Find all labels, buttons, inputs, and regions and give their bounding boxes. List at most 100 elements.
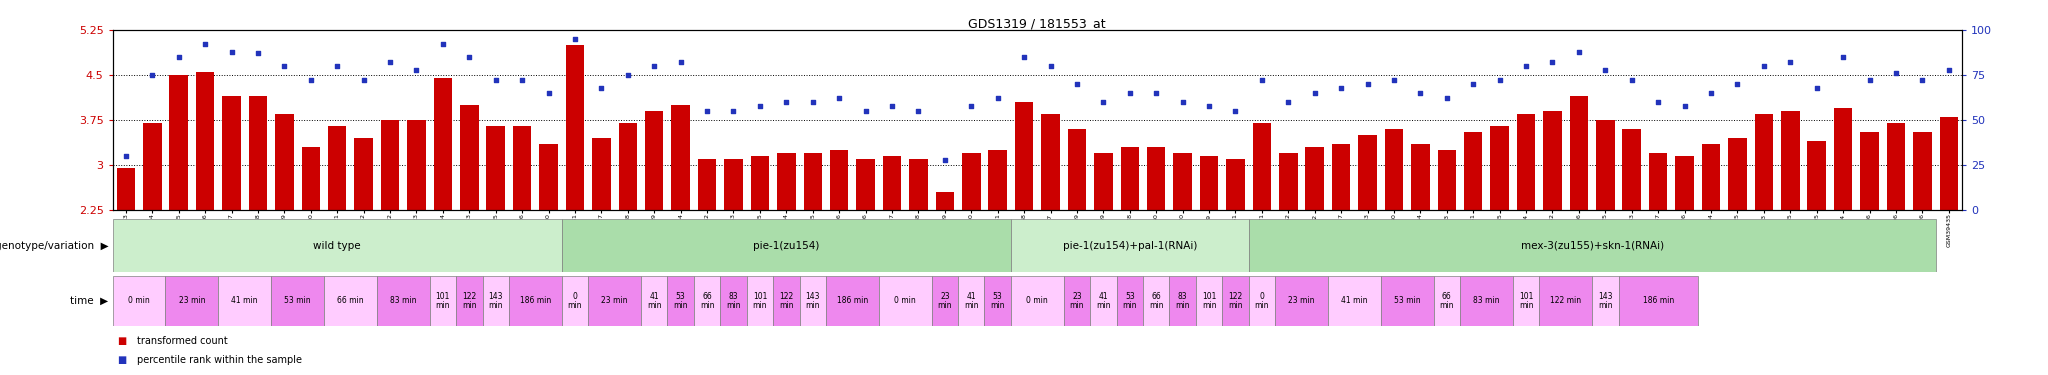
Text: 66 min: 66 min: [338, 296, 365, 305]
Bar: [1434, 276, 1460, 326]
Bar: [1116, 276, 1143, 326]
Point: [322, 63, 354, 69]
Text: 0 min: 0 min: [129, 296, 150, 305]
Bar: [1438, 150, 1456, 210]
Point: [399, 67, 432, 73]
Bar: [829, 150, 848, 210]
Point: [690, 108, 723, 114]
Bar: [324, 276, 377, 326]
Point: [479, 77, 512, 83]
Bar: [1411, 144, 1430, 210]
Text: 186 min: 186 min: [838, 296, 868, 305]
Bar: [909, 159, 928, 210]
Bar: [274, 114, 293, 210]
Text: percentile rank within the sample: percentile rank within the sample: [137, 355, 303, 365]
Point: [877, 103, 909, 109]
Point: [295, 77, 328, 83]
Bar: [1249, 219, 1935, 272]
Point: [532, 90, 565, 96]
Bar: [483, 276, 508, 326]
Bar: [457, 276, 483, 326]
Bar: [1860, 132, 1878, 210]
Bar: [461, 105, 479, 210]
Text: 101
min: 101 min: [436, 292, 451, 310]
Bar: [645, 111, 664, 210]
Title: GDS1319 / 181553_at: GDS1319 / 181553_at: [969, 17, 1106, 30]
Bar: [1040, 114, 1059, 210]
Point: [1165, 99, 1198, 105]
Bar: [512, 126, 530, 210]
Point: [637, 63, 670, 69]
Text: 23
min: 23 min: [1069, 292, 1083, 310]
Point: [1694, 90, 1726, 96]
Bar: [143, 123, 162, 210]
Text: 66
min: 66 min: [1149, 292, 1163, 310]
Text: 66
min: 66 min: [700, 292, 715, 310]
Bar: [1253, 123, 1272, 210]
Point: [348, 77, 381, 83]
Bar: [1513, 276, 1540, 326]
Point: [188, 41, 221, 47]
Point: [1827, 54, 1860, 60]
Bar: [694, 276, 721, 326]
Text: 122 min: 122 min: [1550, 296, 1581, 305]
Point: [1061, 81, 1094, 87]
Bar: [932, 276, 958, 326]
Bar: [772, 276, 799, 326]
Text: 143
min: 143 min: [489, 292, 504, 310]
Bar: [1913, 132, 1931, 210]
Bar: [1196, 276, 1223, 326]
Bar: [1618, 276, 1698, 326]
Bar: [1012, 219, 1249, 272]
Bar: [752, 156, 770, 210]
Bar: [1380, 276, 1434, 326]
Bar: [113, 276, 166, 326]
Point: [215, 49, 248, 55]
Text: 0 min: 0 min: [1026, 296, 1049, 305]
Bar: [170, 75, 188, 210]
Bar: [1540, 276, 1591, 326]
Point: [901, 108, 934, 114]
Point: [1352, 81, 1384, 87]
Text: 83 min: 83 min: [389, 296, 416, 305]
Point: [1589, 67, 1622, 73]
Point: [612, 72, 645, 78]
Bar: [166, 276, 219, 326]
Bar: [1595, 120, 1614, 210]
Text: transformed count: transformed count: [137, 336, 227, 346]
Text: ■: ■: [117, 336, 127, 346]
Bar: [223, 96, 242, 210]
Text: 0
min: 0 min: [567, 292, 582, 310]
Bar: [963, 153, 981, 210]
Point: [1800, 85, 1833, 91]
Bar: [856, 159, 874, 210]
Point: [664, 59, 696, 65]
Bar: [936, 192, 954, 210]
Bar: [381, 120, 399, 210]
Bar: [1094, 153, 1112, 210]
Text: 122
min: 122 min: [463, 292, 477, 310]
Bar: [1939, 117, 1958, 210]
Bar: [377, 276, 430, 326]
Bar: [1147, 147, 1165, 210]
Point: [981, 95, 1014, 101]
Point: [1907, 77, 1939, 83]
Text: 41
min: 41 min: [647, 292, 662, 310]
Text: 186 min: 186 min: [1642, 296, 1673, 305]
Point: [717, 108, 750, 114]
Bar: [113, 219, 561, 272]
Bar: [1491, 126, 1509, 210]
Point: [1616, 77, 1649, 83]
Bar: [1886, 123, 1905, 210]
Bar: [1358, 135, 1376, 210]
Text: wild type: wild type: [313, 241, 360, 250]
Bar: [539, 144, 557, 210]
Text: 53
min: 53 min: [991, 292, 1006, 310]
Bar: [698, 159, 717, 210]
Point: [797, 99, 829, 105]
Bar: [1591, 276, 1618, 326]
Bar: [748, 276, 774, 326]
Bar: [1120, 147, 1139, 210]
Text: 101
min: 101 min: [1520, 292, 1534, 310]
Text: 23 min: 23 min: [1288, 296, 1315, 305]
